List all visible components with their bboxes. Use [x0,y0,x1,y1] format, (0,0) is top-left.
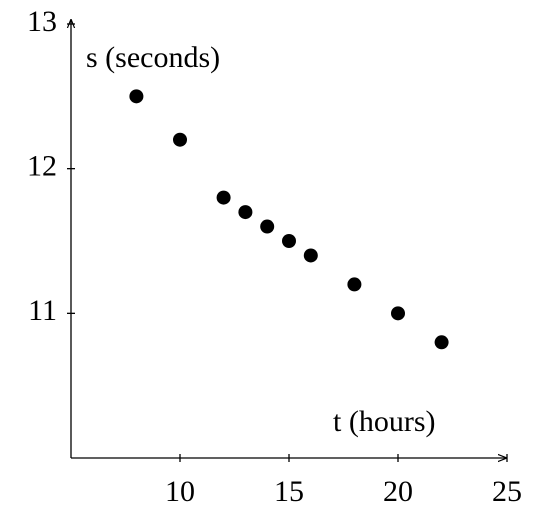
point [173,132,187,147]
y-tick-label: 11 [28,294,57,327]
point [260,219,275,234]
x-axis-label: t (hours) [333,405,435,438]
point [282,234,296,248]
point [391,306,405,321]
x-tick-label: 20 [383,475,413,508]
y-axis-label: s (seconds) [86,41,220,74]
x-tick-label: 15 [274,475,304,508]
point [303,248,318,263]
point [216,190,231,205]
y-tick-label: 13 [27,5,57,38]
x-tick-label: 25 [492,475,522,508]
point [129,89,144,104]
point [238,205,253,220]
y-tick-label: 12 [27,150,57,183]
point [347,277,362,292]
point [434,335,449,350]
x-tick-label: 10 [165,475,195,508]
